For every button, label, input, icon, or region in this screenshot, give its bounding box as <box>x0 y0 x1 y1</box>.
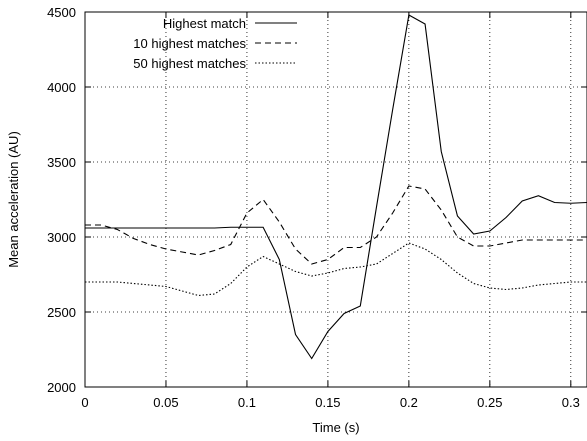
x-tick-label: 0.1 <box>238 395 256 410</box>
x-tick-label: 0.2 <box>400 395 418 410</box>
x-axis-ticks: 0 0.05 0.1 0.15 0.2 0.25 0.3 <box>81 12 580 410</box>
x-tick-label: 0.25 <box>477 395 502 410</box>
y-tick-label: 3000 <box>47 230 76 245</box>
series-line-3 <box>85 242 587 297</box>
y-tick-label: 4000 <box>47 80 76 95</box>
series-line-1 <box>85 14 587 360</box>
legend-label: 10 highest matches <box>133 36 246 51</box>
legend: Highest match 10 highest matches 50 highes… <box>133 16 297 71</box>
y-tick-label: 4500 <box>47 5 76 20</box>
y-tick-label: 2500 <box>47 305 76 320</box>
y-axis-ticks: 2000 2500 3000 3500 4000 4500 <box>47 5 587 395</box>
y-axis-title: Mean acceleration (AU) <box>6 131 21 268</box>
legend-label: Highest match <box>163 16 246 31</box>
x-tick-label: 0.15 <box>315 395 340 410</box>
grid-lines <box>85 12 587 387</box>
legend-label: 50 highest matches <box>133 56 246 71</box>
y-tick-label: 3500 <box>47 155 76 170</box>
x-axis-title: Time (s) <box>312 420 359 435</box>
x-tick-label: 0.3 <box>562 395 580 410</box>
y-tick-label: 2000 <box>47 380 76 395</box>
x-tick-label: 0 <box>81 395 88 410</box>
series-lines <box>85 14 587 360</box>
plot-frame <box>84 11 587 388</box>
x-tick-label: 0.05 <box>153 395 178 410</box>
